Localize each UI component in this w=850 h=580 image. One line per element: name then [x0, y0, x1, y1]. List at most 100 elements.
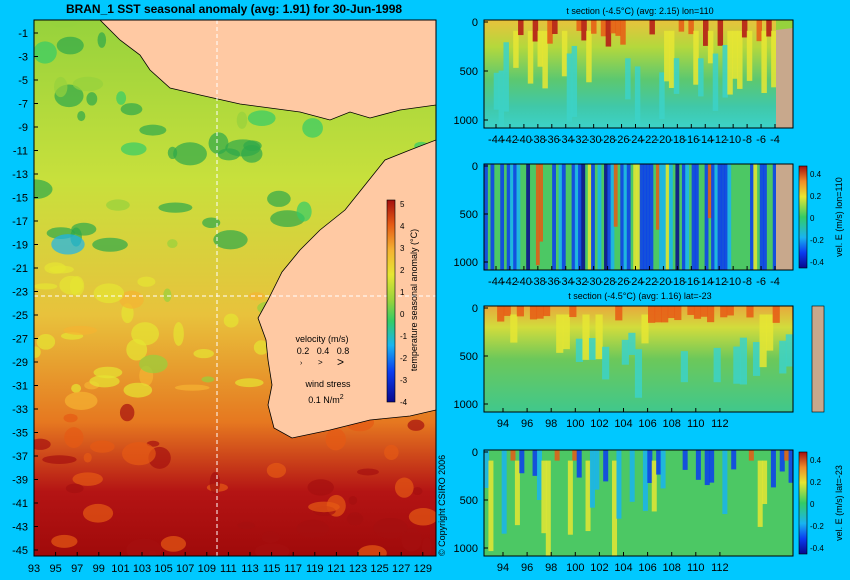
lon-tick-label: 97: [71, 563, 83, 575]
section-value-band: [717, 164, 722, 270]
section-value-band: [519, 450, 525, 474]
section-value-band: [497, 306, 505, 322]
map-lon-axis: 93 95 97 99 101 103 105 107 109 111 113 115 117 119 12…: [28, 552, 432, 575]
sst-anomaly-patch: [82, 503, 114, 523]
section-value-band: [571, 45, 578, 117]
section-value-band: [694, 164, 699, 270]
section-value-band: [581, 164, 586, 270]
sst-anomaly-patch: [174, 384, 210, 391]
sst-anomaly-patch: [158, 202, 193, 213]
lon-tick-label: 93: [28, 563, 40, 575]
section-value-band: [779, 450, 785, 472]
section-value-band: [649, 164, 654, 270]
section-value-band: [691, 164, 696, 270]
section-value-band: [732, 30, 738, 79]
section-value-band: [484, 164, 488, 270]
section-value-band: [588, 338, 597, 360]
sst-anomaly-patch: [93, 283, 125, 304]
section-value-band: [681, 164, 686, 270]
velocity-colorbar-tick: 0: [810, 214, 815, 223]
sst-anomaly-patch: [209, 472, 221, 495]
x-tick-label: -38: [530, 134, 546, 146]
x-tick-label: 94: [497, 562, 509, 574]
sst-anomaly-patch: [421, 537, 432, 556]
section-value-band: [733, 346, 741, 384]
velocity-legend-title: velocity (m/s): [295, 334, 348, 344]
lon-tick-label: 103: [133, 563, 151, 575]
section-value-band: [605, 20, 612, 47]
sst-anomaly-patch: [266, 462, 287, 478]
sst-anomaly-patch: [373, 517, 408, 539]
sst-anomaly-patch: [253, 340, 269, 355]
section-value-band: [693, 306, 702, 319]
section-value-band: [678, 20, 685, 32]
map-colorbar-tick: -4: [400, 398, 408, 407]
sst-anomaly-patch: [116, 91, 127, 105]
sst-anomaly-patch: [167, 239, 178, 249]
sst-anomaly-patch: [325, 428, 346, 451]
panel4-colorbar: [798, 451, 808, 555]
section-value-band: [518, 20, 524, 36]
x-tick-label: -18: [669, 134, 685, 146]
section-value-band: [737, 30, 743, 89]
sst-anomaly-patch: [173, 322, 184, 346]
sst-anomaly-patch: [163, 288, 172, 302]
section-value-band: [501, 450, 507, 534]
sst-anomaly-patch: [120, 142, 147, 156]
section-value-band: [503, 306, 511, 316]
wind-legend-value: 0.1 N/m2: [308, 394, 344, 405]
sst-anomaly-patch: [193, 349, 214, 359]
sst-anomaly-patch: [34, 283, 58, 290]
sst-anomaly-patch: [34, 438, 51, 450]
section-value-band: [659, 72, 665, 119]
section-value-band: [766, 314, 774, 351]
lat-tick-label: -21: [12, 263, 28, 275]
x-tick-label: 110: [687, 562, 705, 574]
section-value-band: [616, 450, 622, 519]
x-tick-label: -12: [711, 276, 727, 288]
x-tick-label: -24: [628, 276, 644, 288]
section-value-band: [576, 20, 582, 31]
sst-anomaly-patch: [247, 110, 276, 127]
section-value-band: [753, 164, 758, 270]
sst-anomaly-patch: [119, 290, 144, 309]
velocity-colorbar-tick: 0.4: [810, 170, 822, 179]
x-tick-label: -8: [742, 134, 752, 146]
velocity-colorbar-tick: 0: [810, 500, 815, 509]
depth-tick-label: 500: [460, 351, 478, 363]
sst-anomaly-patch: [97, 32, 107, 48]
section-value-band: [688, 20, 694, 35]
sst-anomaly-patch: [401, 528, 422, 552]
section-value-band: [779, 340, 787, 374]
section-value-band: [654, 306, 662, 323]
section-value-band: [572, 450, 578, 461]
section-value-band: [707, 30, 714, 64]
section-value-band: [623, 164, 628, 270]
map-colorbar-tick: -3: [400, 376, 408, 385]
section-value-band: [558, 164, 563, 270]
section-value-band: [752, 342, 761, 376]
x-tick-label: 112: [711, 418, 729, 430]
section-value-band: [785, 334, 793, 367]
lat-tick-label: -27: [12, 334, 28, 346]
map-colorbar-tick: 3: [400, 244, 405, 253]
section-value-band: [536, 450, 542, 501]
section-value-band: [784, 450, 790, 461]
panel1-title: t section (-4.5°C) (avg: 2.15) lon=110: [566, 6, 713, 16]
section-value-band: [537, 30, 543, 67]
section-value-band: [661, 306, 669, 323]
sst-anomaly-patch: [63, 325, 98, 335]
panel2-colorbar: [798, 165, 808, 269]
sst-anomaly-patch: [93, 366, 123, 379]
sst-anomaly-patch: [137, 276, 156, 287]
section-value-band: [526, 164, 531, 270]
sst-anomaly-patch: [126, 538, 162, 556]
sst-anomaly-patch: [56, 36, 84, 55]
section-value-band: [709, 450, 715, 483]
section-value-band: [620, 20, 626, 45]
sst-anomaly-patch: [223, 313, 239, 328]
map-colorbar-tick: 0: [400, 310, 405, 319]
x-tick-label: 108: [663, 418, 681, 430]
section-value-band: [746, 306, 754, 318]
sst-anomaly-map: [34, 20, 436, 556]
